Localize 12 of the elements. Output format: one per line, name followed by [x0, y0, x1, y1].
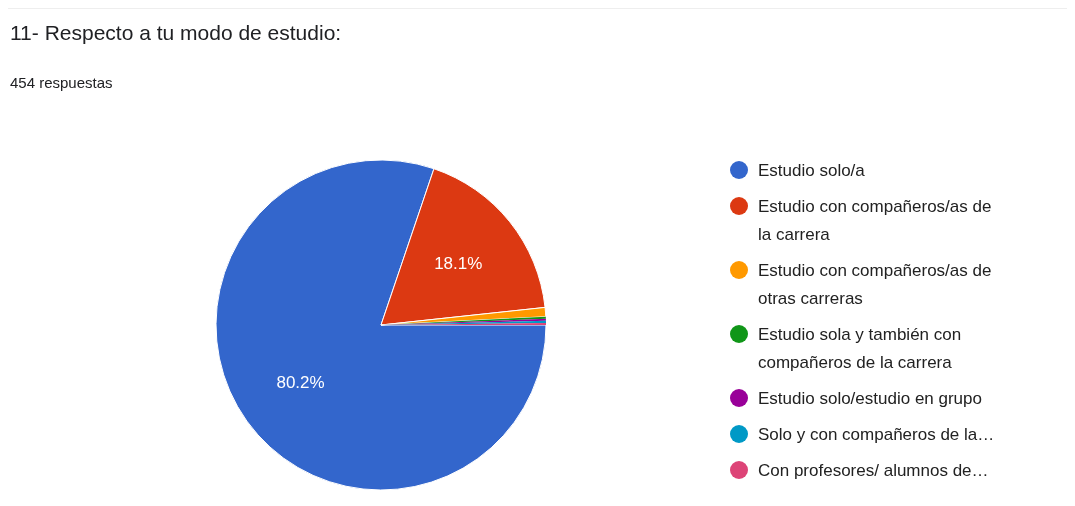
- legend-label: Estudio solo/a: [758, 161, 866, 180]
- legend-label: Estudio con compañeros/as de la carrera: [758, 197, 992, 244]
- legend-label: Estudio sola y también con compañeros de la carrera: [758, 325, 962, 372]
- legend-label: Solo y con compañeros de la…: [758, 425, 995, 444]
- chart-title: 11- Respecto a tu modo de estudio:: [10, 21, 342, 44]
- legend-label: Con profesores/ alumnos de…: [758, 461, 989, 480]
- legend-label: Estudio con compañeros/as de otras carreras: [758, 261, 992, 308]
- legend-label: Estudio solo/estudio en grupo: [758, 389, 982, 408]
- data-label: 18.1%: [434, 253, 483, 273]
- data-label: 80.2%: [276, 373, 325, 393]
- pie-slice: [215, 159, 547, 491]
- text: 454 respuestas: [10, 74, 113, 91]
